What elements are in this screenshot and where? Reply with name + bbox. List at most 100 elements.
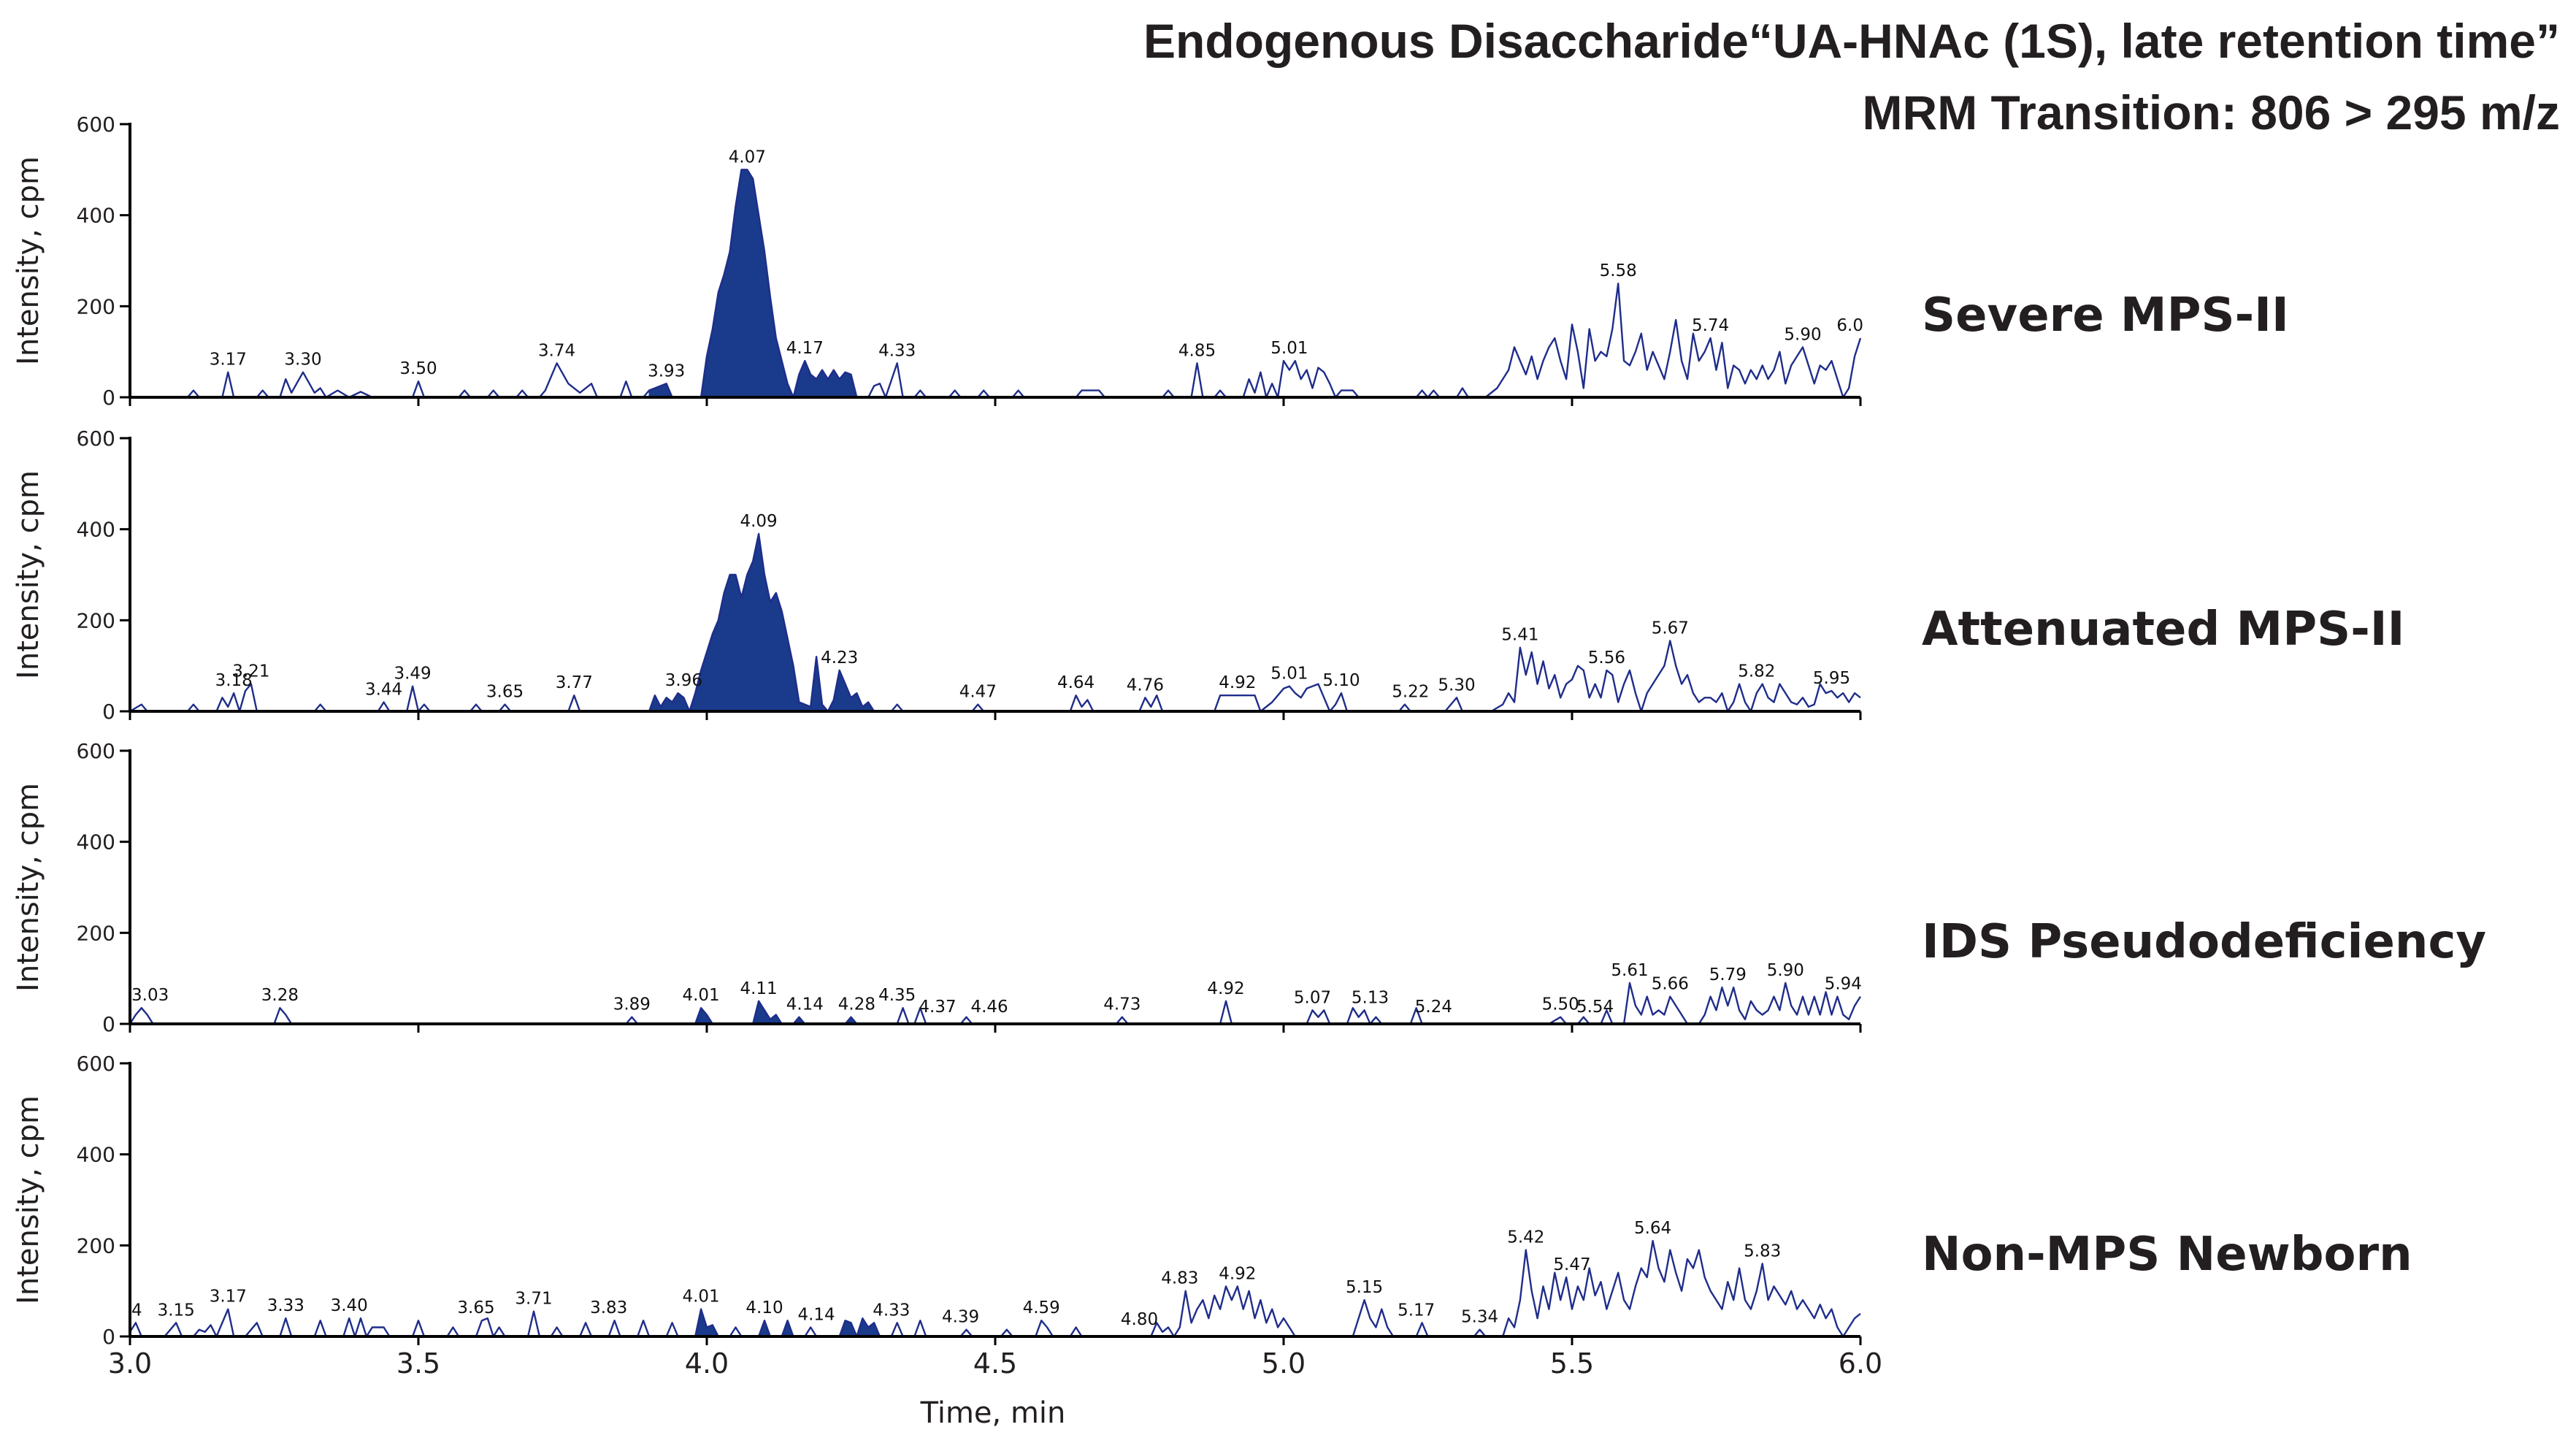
peak-label: 5.67 [1652, 619, 1689, 638]
y-tick-label: 200 [77, 294, 115, 318]
peak-label: 4.11 [740, 979, 777, 998]
peak-label: 5.50 [1542, 995, 1579, 1014]
sample-label: Non-MPS Newborn [1922, 1228, 2412, 1282]
figure-title: Endogenous Disaccharide“UA-HNAc (1S), la… [1143, 14, 2560, 68]
peak-label: 5.47 [1553, 1255, 1590, 1274]
peak-label: 4.64 [1057, 673, 1095, 692]
x-tick-label: 3.5 [396, 1347, 440, 1380]
peak-label: 4.80 [1121, 1310, 1158, 1329]
peak-label: 3.28 [261, 986, 299, 1005]
peak-label: 5.90 [1767, 961, 1804, 980]
peak-label: 3.21 [232, 662, 269, 681]
y-tick-label: 200 [77, 1233, 115, 1258]
peak-label: 5.74 [1692, 316, 1729, 335]
figure-subtitle: MRM Transition: 806 > 295 m/z [1862, 85, 2560, 139]
peak-label: 4.01 [682, 986, 719, 1005]
peak-label: 5.41 [1501, 626, 1538, 645]
peak-label: 5.64 [1634, 1219, 1671, 1238]
peak-label: 5.66 [1652, 975, 1689, 994]
peak-label: 5.79 [1709, 965, 1747, 984]
peak-label: 4.10 [745, 1298, 783, 1317]
peak-label: 4.01 [682, 1288, 719, 1307]
x-tick-label: 6.0 [1839, 1347, 1882, 1380]
sample-label: IDS Pseudodeficiency [1922, 915, 2486, 969]
peak-label: 4.23 [821, 649, 858, 667]
peak-label: 5.82 [1738, 662, 1775, 681]
peak-label: 3.18 [215, 671, 253, 690]
peak-label: 4.76 [1127, 676, 1164, 695]
peak-area [689, 533, 829, 712]
peak-label: 4.28 [838, 995, 875, 1014]
peak-label: 4.33 [878, 341, 916, 360]
peak-label: 5.22 [1392, 683, 1429, 702]
y-tick-label: 200 [77, 921, 115, 945]
peak-label: 5.56 [1588, 649, 1625, 667]
sample-label: Severe MPS-II [1922, 288, 2289, 343]
peak-label: 4.73 [1103, 995, 1141, 1014]
trace-line [130, 169, 1862, 399]
peak-label: 4.17 [786, 339, 824, 358]
y-tick-label: 400 [77, 518, 115, 542]
peak-label: 4.92 [1219, 1264, 1256, 1283]
y-tick-label: 600 [77, 1052, 115, 1076]
peak-label: 3.77 [556, 673, 593, 692]
peak-label: 3.65 [486, 683, 524, 702]
y-tick-label: 400 [77, 830, 115, 854]
peak-label: 5.30 [1438, 676, 1475, 695]
y-tick-label: 600 [77, 739, 115, 763]
peak-label: 3.89 [613, 995, 651, 1014]
peak-label: 3.44 [365, 681, 402, 700]
peak-label: 4.59 [1023, 1298, 1060, 1317]
y-tick-label: 0 [102, 1325, 115, 1349]
peak-label: 3.30 [284, 351, 321, 370]
x-tick-label: 4.5 [973, 1347, 1017, 1380]
y-axis-label: Intensity, cpm [12, 783, 45, 992]
peak-label: 4.47 [959, 683, 997, 702]
peak-label: 4.83 [1161, 1269, 1198, 1288]
peak-label: 5.17 [1398, 1301, 1435, 1320]
peak-label: 3.71 [515, 1290, 552, 1309]
y-axis-label: Intensity, cpm [12, 1095, 45, 1304]
peak-label: 3.33 [267, 1296, 304, 1315]
trace-line [129, 1239, 1861, 1338]
y-tick-label: 0 [102, 1012, 115, 1036]
peak-label: 5.07 [1294, 988, 1331, 1007]
peak-label: 3.93 [648, 362, 685, 380]
y-tick-label: 400 [77, 204, 115, 228]
peak-label: 5.24 [1415, 998, 1452, 1017]
peak-label: 4.14 [797, 1306, 835, 1325]
peak-label: 5.54 [1576, 998, 1614, 1017]
peak-label: 4 [131, 1301, 142, 1320]
sample-label: Attenuated MPS-II [1922, 602, 2404, 657]
peak-label: 4.37 [919, 998, 956, 1017]
peak-label: 5.01 [1270, 665, 1308, 684]
y-tick-label: 0 [102, 386, 115, 410]
peak-label: 3.03 [131, 986, 169, 1005]
peak-label: 3.50 [399, 359, 437, 378]
peak-label: 5.01 [1270, 339, 1308, 358]
peak-label: 5.95 [1813, 669, 1850, 688]
trace-line [129, 982, 1862, 1025]
y-tick-label: 600 [77, 426, 115, 451]
peak-label: 4.33 [873, 1301, 910, 1320]
peak-label: 4.07 [729, 148, 766, 167]
peak-label: 4.35 [878, 986, 916, 1005]
peak-label: 6.0 [1836, 316, 1863, 335]
peak-label: 5.83 [1744, 1242, 1781, 1261]
peak-label: 5.90 [1784, 325, 1821, 344]
peak-label: 3.74 [538, 341, 575, 360]
peak-label: 4.92 [1219, 673, 1256, 692]
peak-label: 4.46 [970, 998, 1008, 1017]
x-tick-label: 3.0 [108, 1347, 152, 1380]
peak-label: 5.58 [1600, 261, 1637, 280]
peak-label: 4.92 [1207, 979, 1244, 998]
x-tick-label: 5.0 [1262, 1347, 1306, 1380]
peak-label: 5.13 [1352, 988, 1389, 1007]
peak-label: 3.96 [665, 671, 702, 690]
peak-label: 3.40 [331, 1296, 368, 1315]
peak-label: 4.14 [786, 995, 824, 1014]
peak-label: 5.94 [1825, 975, 1862, 994]
peak-label: 3.65 [457, 1298, 494, 1317]
